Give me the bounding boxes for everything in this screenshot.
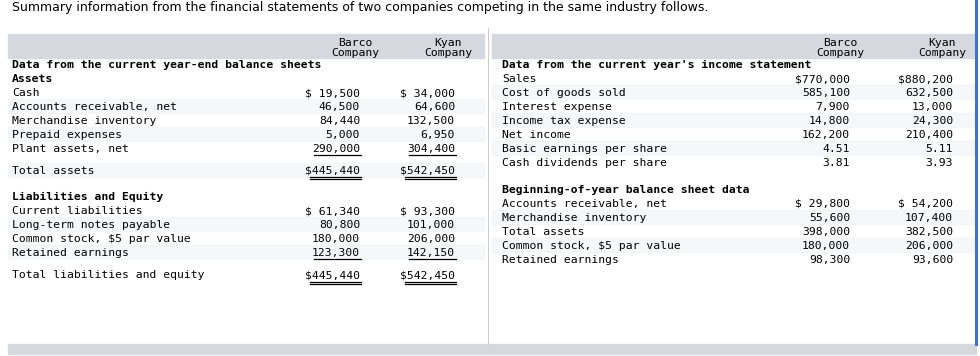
Text: Liabilities and Equity: Liabilities and Equity bbox=[12, 192, 164, 202]
Text: Long-term notes payable: Long-term notes payable bbox=[12, 220, 171, 230]
Text: 107,400: 107,400 bbox=[905, 213, 953, 222]
Text: Cash dividends per share: Cash dividends per share bbox=[502, 158, 667, 168]
Text: Company: Company bbox=[816, 48, 864, 58]
Text: Interest expense: Interest expense bbox=[502, 102, 612, 112]
Text: Total assets: Total assets bbox=[12, 166, 94, 176]
Text: 290,000: 290,000 bbox=[312, 144, 360, 154]
Text: $ 54,200: $ 54,200 bbox=[898, 199, 953, 209]
Text: Net income: Net income bbox=[502, 130, 570, 140]
Text: Retained earnings: Retained earnings bbox=[502, 255, 619, 265]
Text: 304,400: 304,400 bbox=[407, 144, 455, 154]
Text: 132,500: 132,500 bbox=[407, 116, 455, 126]
Text: 180,000: 180,000 bbox=[802, 241, 850, 251]
Text: 84,440: 84,440 bbox=[318, 116, 360, 126]
Text: $542,450: $542,450 bbox=[400, 270, 455, 280]
Text: $ 93,300: $ 93,300 bbox=[400, 206, 455, 216]
Text: 382,500: 382,500 bbox=[905, 227, 953, 237]
Text: $445,440: $445,440 bbox=[305, 270, 360, 280]
Text: $770,000: $770,000 bbox=[795, 74, 850, 84]
Text: Income tax expense: Income tax expense bbox=[502, 116, 626, 126]
Bar bbox=[492, 85, 976, 99]
Text: Company: Company bbox=[424, 48, 472, 58]
Text: 7,900: 7,900 bbox=[815, 102, 850, 112]
Text: 142,150: 142,150 bbox=[407, 248, 455, 258]
Text: 5,000: 5,000 bbox=[325, 130, 360, 140]
Bar bbox=[492, 141, 976, 155]
Text: Merchandise inventory: Merchandise inventory bbox=[502, 213, 647, 222]
Text: $ 61,340: $ 61,340 bbox=[305, 206, 360, 216]
Text: Current liabilities: Current liabilities bbox=[12, 206, 143, 216]
Text: 3.81: 3.81 bbox=[822, 158, 850, 168]
Text: 55,600: 55,600 bbox=[808, 213, 850, 222]
Text: Accounts receivable, net: Accounts receivable, net bbox=[502, 199, 667, 209]
Text: 123,300: 123,300 bbox=[312, 248, 360, 258]
Text: 6,950: 6,950 bbox=[420, 130, 455, 140]
Text: 98,300: 98,300 bbox=[808, 255, 850, 265]
Text: Cash: Cash bbox=[12, 88, 39, 98]
Text: Data from the current year's income statement: Data from the current year's income stat… bbox=[502, 60, 811, 70]
Text: Total assets: Total assets bbox=[502, 227, 584, 237]
Text: Kyan: Kyan bbox=[434, 38, 462, 48]
Text: Summary information from the financial statements of two companies competing in : Summary information from the financial s… bbox=[12, 0, 709, 14]
Text: 80,800: 80,800 bbox=[318, 220, 360, 230]
Bar bbox=[8, 163, 484, 177]
Text: $ 19,500: $ 19,500 bbox=[305, 88, 360, 98]
Text: $ 29,800: $ 29,800 bbox=[795, 199, 850, 209]
Text: Beginning-of-year balance sheet data: Beginning-of-year balance sheet data bbox=[502, 185, 750, 195]
Text: 46,500: 46,500 bbox=[318, 102, 360, 112]
Text: 14,800: 14,800 bbox=[808, 116, 850, 126]
Text: Common stock, $5 par value: Common stock, $5 par value bbox=[502, 241, 681, 251]
Bar bbox=[492, 34, 976, 58]
Text: Cost of goods sold: Cost of goods sold bbox=[502, 88, 626, 98]
Text: Assets: Assets bbox=[12, 74, 53, 84]
Text: Accounts receivable, net: Accounts receivable, net bbox=[12, 102, 177, 112]
Bar bbox=[8, 344, 976, 354]
Text: Total liabilities and equity: Total liabilities and equity bbox=[12, 270, 205, 280]
Bar bbox=[8, 245, 484, 259]
Bar bbox=[492, 113, 976, 127]
Text: Sales: Sales bbox=[502, 74, 536, 84]
Text: Data from the current year-end balance sheets: Data from the current year-end balance s… bbox=[12, 60, 321, 70]
Bar bbox=[8, 99, 484, 113]
Text: Plant assets, net: Plant assets, net bbox=[12, 144, 129, 154]
Text: 64,600: 64,600 bbox=[414, 102, 455, 112]
Text: Prepaid expenses: Prepaid expenses bbox=[12, 130, 122, 140]
Text: Retained earnings: Retained earnings bbox=[12, 248, 129, 258]
Bar bbox=[492, 210, 976, 224]
Text: 3.93: 3.93 bbox=[925, 158, 953, 168]
Text: 4.51: 4.51 bbox=[822, 144, 850, 154]
Text: Company: Company bbox=[331, 48, 379, 58]
Text: $542,450: $542,450 bbox=[400, 166, 455, 176]
Text: Kyan: Kyan bbox=[928, 38, 956, 48]
Text: 210,400: 210,400 bbox=[905, 130, 953, 140]
Text: Barco: Barco bbox=[338, 38, 372, 48]
Bar bbox=[8, 34, 484, 58]
Text: Basic earnings per share: Basic earnings per share bbox=[502, 144, 667, 154]
Text: $445,440: $445,440 bbox=[305, 166, 360, 176]
Text: 5.11: 5.11 bbox=[925, 144, 953, 154]
Text: 24,300: 24,300 bbox=[911, 116, 953, 126]
Text: 206,000: 206,000 bbox=[407, 234, 455, 244]
Text: 13,000: 13,000 bbox=[911, 102, 953, 112]
Bar bbox=[492, 237, 976, 252]
Bar bbox=[8, 217, 484, 231]
Text: 206,000: 206,000 bbox=[905, 241, 953, 251]
Text: 632,500: 632,500 bbox=[905, 88, 953, 98]
Text: 180,000: 180,000 bbox=[312, 234, 360, 244]
Text: Company: Company bbox=[918, 48, 966, 58]
Text: Merchandise inventory: Merchandise inventory bbox=[12, 116, 157, 126]
Text: $ 34,000: $ 34,000 bbox=[400, 88, 455, 98]
Text: 93,600: 93,600 bbox=[911, 255, 953, 265]
Text: Common stock, $5 par value: Common stock, $5 par value bbox=[12, 234, 191, 244]
Text: 162,200: 162,200 bbox=[802, 130, 850, 140]
Text: Barco: Barco bbox=[823, 38, 858, 48]
Text: $880,200: $880,200 bbox=[898, 74, 953, 84]
Bar bbox=[8, 127, 484, 141]
Text: 398,000: 398,000 bbox=[802, 227, 850, 237]
Text: 101,000: 101,000 bbox=[407, 220, 455, 230]
Text: 585,100: 585,100 bbox=[802, 88, 850, 98]
